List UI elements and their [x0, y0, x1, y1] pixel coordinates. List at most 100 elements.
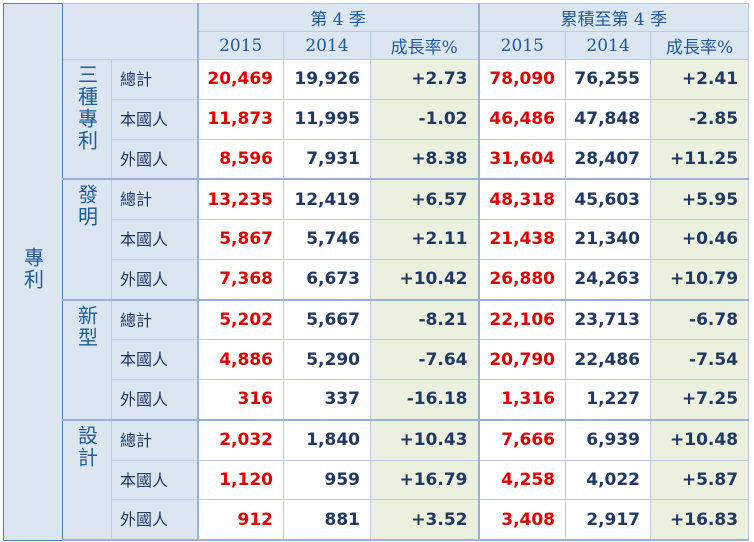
cell-value: +10.42 — [369, 258, 480, 301]
cell-value: +16.83 — [650, 499, 750, 542]
section-label-text: 三種專利 — [74, 64, 99, 152]
cell-value: +10.48 — [650, 419, 750, 461]
cell-value: 6,673 — [283, 258, 371, 301]
section-label-text: 設計 — [74, 424, 99, 469]
cell-value: 5,746 — [283, 219, 371, 260]
column-header: 2015 — [477, 31, 567, 60]
cell-value: 5,202 — [196, 298, 284, 341]
cell-value: 1,120 — [196, 459, 284, 501]
cell-value: +2.11 — [369, 219, 480, 260]
cell-value: 8,596 — [196, 138, 284, 181]
cell-value: +7.25 — [650, 378, 750, 421]
section-label-text: 新型 — [74, 304, 99, 349]
column-header: 2014 — [565, 31, 652, 60]
cell-value: 48,318 — [477, 178, 567, 221]
cell-value: +8.38 — [369, 138, 480, 181]
cell-value: 4,258 — [477, 459, 567, 501]
cell-value: 7,931 — [283, 138, 371, 181]
cell-value: 26,880 — [477, 258, 567, 301]
row-type: 總計 — [111, 59, 198, 100]
row-type: 本國人 — [111, 459, 198, 501]
table-row: 本國人 11,873 11,995 -1.02 46,486 47,848 -2.85 — [4, 98, 750, 140]
cell-value: 316 — [196, 378, 284, 421]
cell-value: 6,939 — [565, 419, 652, 461]
group-header: 第 4 季 — [196, 3, 480, 32]
row-type: 外國人 — [111, 138, 198, 181]
cell-value: +3.52 — [369, 499, 480, 542]
column-header: 2014 — [283, 31, 371, 60]
column-header: 2015 — [196, 31, 284, 60]
table-row: 2015 2014 成長率% 2015 2014 成長率% — [4, 31, 750, 60]
cell-value: 5,867 — [196, 219, 284, 260]
cell-value: +11.25 — [650, 138, 750, 181]
cell-value: 21,438 — [477, 219, 567, 260]
cell-value: +0.46 — [650, 219, 750, 260]
cell-value: 20,469 — [196, 59, 284, 100]
patent-table: 專利第 4 季累積至第 4 季 2015 2014 成長率% 2015 2014 成長率% 三… — [3, 3, 750, 542]
cell-value: -2.85 — [650, 98, 750, 140]
table-row: 本國人 5,867 5,746 +2.11 21,438 21,340 +0.46 — [4, 219, 750, 260]
row-type: 本國人 — [111, 339, 198, 380]
side-label: 專利 — [3, 3, 63, 541]
cell-value: 22,106 — [477, 298, 567, 341]
table-row: 外國人 912 881 +3.52 3,408 2,917 +16.83 — [4, 499, 750, 542]
cell-value: +16.79 — [369, 459, 480, 501]
table-row: 本國人 4,886 5,290 -7.64 20,790 22,486 -7.54 — [4, 339, 750, 380]
column-header: 成長率% — [650, 31, 750, 60]
cell-value: 5,290 — [283, 339, 371, 380]
row-type: 外國人 — [111, 258, 198, 301]
cell-value: 28,407 — [565, 138, 652, 181]
row-type: 總計 — [111, 178, 198, 221]
cell-value: 4,886 — [196, 339, 284, 380]
cell-value: 3,408 — [477, 499, 567, 542]
cell-value: 20,790 — [477, 339, 567, 380]
table-row: 外國人 316 337 -16.18 1,316 1,227 +7.25 — [4, 378, 750, 421]
table-row: 外國人 7,368 6,673 +10.42 26,880 24,263 +10.79 — [4, 258, 750, 301]
cell-value: 23,713 — [565, 298, 652, 341]
cell-value: -8.21 — [369, 298, 480, 341]
corner — [62, 3, 198, 60]
cell-value: 31,604 — [477, 138, 567, 181]
cell-value: 13,235 — [196, 178, 284, 221]
cell-value: 959 — [283, 459, 371, 501]
cell-value: 46,486 — [477, 98, 567, 140]
row-type: 外國人 — [111, 499, 198, 542]
cell-value: 45,603 — [565, 178, 652, 221]
cell-value: 2,917 — [565, 499, 652, 542]
cell-value: +10.79 — [650, 258, 750, 301]
cell-value: +2.41 — [650, 59, 750, 100]
table-row: 三種專利 總計 20,469 19,926 +2.73 78,090 76,255 +2.41 — [4, 59, 750, 181]
row-type: 總計 — [111, 298, 198, 341]
cell-value: 881 — [283, 499, 371, 542]
cell-value: 4,022 — [565, 459, 652, 501]
cell-value: -1.02 — [369, 98, 480, 140]
column-header: 成長率% — [369, 31, 480, 60]
cell-value: 912 — [196, 499, 284, 542]
cell-value: 337 — [283, 378, 371, 421]
row-type: 本國人 — [111, 219, 198, 260]
cell-value: +2.73 — [369, 59, 480, 100]
cell-value: 7,368 — [196, 258, 284, 301]
cell-value: 1,316 — [477, 378, 567, 421]
section-label: 發明 — [62, 178, 112, 301]
cell-value: 47,848 — [565, 98, 652, 140]
cell-value: 11,873 — [196, 98, 284, 140]
table-row: 外國人 8,596 7,931 +8.38 31,604 28,407 +11.25 — [4, 138, 750, 181]
cell-value: -7.54 — [650, 339, 750, 380]
section-label-text: 發明 — [74, 184, 99, 229]
cell-value: 22,486 — [565, 339, 652, 380]
section-label: 設計 — [62, 419, 112, 542]
row-type: 外國人 — [111, 378, 198, 421]
cell-value: 76,255 — [565, 59, 652, 100]
cell-value: 2,032 — [196, 419, 284, 461]
cell-value: +10.43 — [369, 419, 480, 461]
table-row: 本國人 1,120 959 +16.79 4,258 4,022 +5.87 — [4, 459, 750, 501]
cell-value: 19,926 — [283, 59, 371, 100]
row-type: 總計 — [111, 419, 198, 461]
cell-value: 1,840 — [283, 419, 371, 461]
cell-value: 5,667 — [283, 298, 371, 341]
cell-value: 21,340 — [565, 219, 652, 260]
cell-value: -16.18 — [369, 378, 480, 421]
cell-value: -7.64 — [369, 339, 480, 380]
cell-value: +6.57 — [369, 178, 480, 221]
